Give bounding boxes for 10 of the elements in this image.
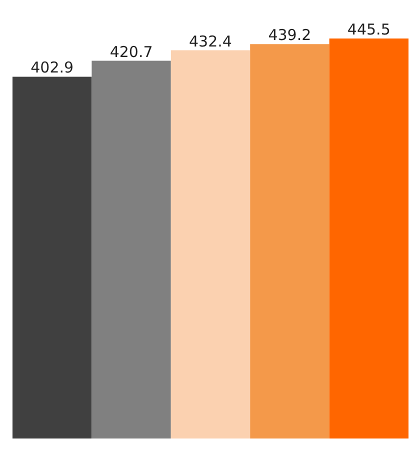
bar bbox=[329, 38, 408, 438]
bar bbox=[12, 76, 92, 438]
data-label: 445.5 bbox=[347, 20, 390, 38]
data-label: 420.7 bbox=[110, 42, 153, 61]
bar bbox=[170, 50, 250, 438]
bar bbox=[250, 44, 330, 438]
data-label: 432.4 bbox=[189, 32, 232, 50]
data-label: 402.9 bbox=[30, 58, 74, 77]
bar bbox=[92, 60, 171, 438]
data-label: 439.2 bbox=[268, 26, 312, 44]
